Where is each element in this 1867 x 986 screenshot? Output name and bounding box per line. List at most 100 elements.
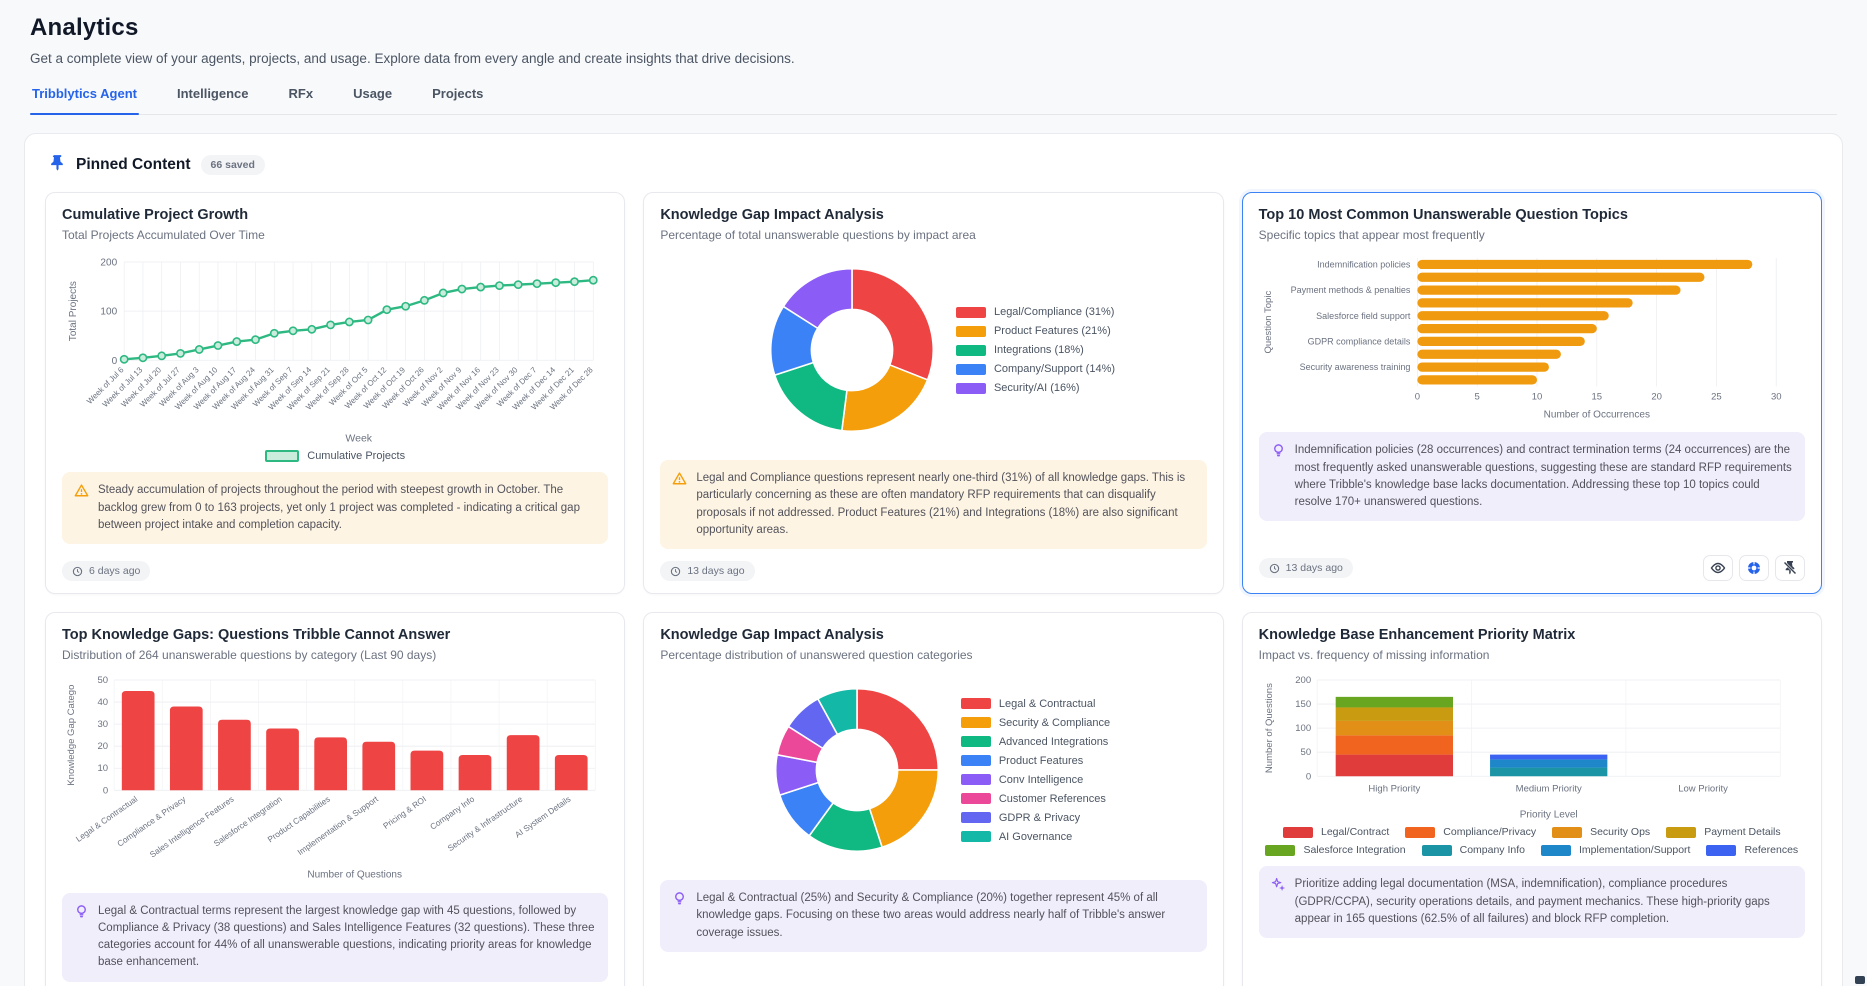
svg-text:100: 100: [1295, 723, 1311, 734]
legend-item: Implementation/Support: [1540, 844, 1690, 856]
card-title: Knowledge Gap Impact Analysis: [660, 207, 884, 223]
card-subtitle: Percentage distribution of unanswered qu…: [660, 648, 973, 662]
card-knowledge-gap-impact-1[interactable]: Knowledge Gap Impact Analysis Percentage…: [643, 192, 1224, 594]
svg-text:Priority Level: Priority Level: [1519, 809, 1577, 820]
svg-text:Number of Questions: Number of Questions: [1264, 683, 1275, 773]
svg-text:Number of Questions: Number of Questions: [307, 870, 402, 881]
card-title: Knowledge Base Enhancement Priority Matr…: [1258, 627, 1576, 643]
insight-annotation: Indemnification policies (28 occurrences…: [1258, 432, 1805, 522]
svg-text:30: 30: [98, 719, 109, 730]
insight-annotation: Steady accumulation of projects througho…: [62, 472, 609, 545]
sparkles-icon: [1271, 877, 1286, 928]
legend-item: Security Ops: [1552, 826, 1650, 838]
line-chart: 0 100 200 Week of Jul 6 Week of Jul 13 Week o…: [62, 250, 608, 448]
legend-item: Company/Support (14%): [955, 363, 1115, 375]
donut-chart: [757, 670, 957, 870]
card-subtitle: Total Projects Accumulated Over Time: [62, 228, 265, 242]
legend-item: Customer References: [960, 793, 1110, 805]
pinned-cards-grid: Cumulative Project Growth Total Projects…: [45, 192, 1822, 986]
tab-bar: Tribblytics Agent Intelligence RFx Usage…: [30, 82, 1837, 115]
card-title: Knowledge Gap Impact Analysis: [660, 627, 884, 643]
legend-item: Advanced Integrations: [960, 736, 1110, 748]
svg-text:200: 200: [100, 258, 117, 269]
tab-usage[interactable]: Usage: [353, 86, 393, 101]
card-subtitle: Impact vs. frequency of missing informat…: [1258, 648, 1490, 662]
legend-item: Cumulative Projects: [265, 450, 405, 463]
tab-tribblytics-agent[interactable]: Tribblytics Agent: [30, 82, 139, 115]
svg-text:GDPR compliance details: GDPR compliance details: [1307, 336, 1410, 346]
svg-text:10: 10: [1531, 391, 1542, 402]
svg-text:40: 40: [98, 697, 109, 708]
svg-text:15: 15: [1591, 391, 1602, 402]
legend-item: Integrations (18%): [955, 344, 1115, 356]
card-title: Top Knowledge Gaps: Questions Tribble Ca…: [62, 627, 451, 643]
pin-icon: [49, 154, 66, 176]
svg-text:20: 20: [1651, 391, 1662, 402]
legend-item: Legal/Compliance (31%): [955, 306, 1115, 318]
insight-annotation: Prioritize adding legal documentation (M…: [1258, 866, 1805, 939]
horizontal-bar-chart: 0 5 10 15 20 25 30 Indemnification policies Paym…: [1259, 250, 1805, 422]
insight-annotation: Legal & Contractual (25%) and Security &…: [660, 880, 1207, 952]
svg-text:0: 0: [1414, 391, 1419, 402]
svg-text:Low Priority: Low Priority: [1678, 783, 1728, 794]
svg-text:0: 0: [103, 785, 108, 796]
timestamp-badge: 6 days ago: [62, 561, 151, 581]
unpin-button[interactable]: [1774, 555, 1805, 581]
svg-text:Indemnification policies: Indemnification policies: [1317, 259, 1411, 269]
timestamp-badge: 13 days ago: [1258, 558, 1353, 578]
legend-item: Company Info: [1421, 844, 1525, 856]
legend-item: Product Features (21%): [955, 325, 1115, 337]
annotation-text: Legal & Contractual (25%) and Security &…: [696, 892, 1166, 939]
view-button[interactable]: [1702, 555, 1733, 581]
card-cumulative-project-growth[interactable]: Cumulative Project Growth Total Projects…: [45, 192, 626, 594]
card-subtitle: Percentage of total unanswerable questio…: [660, 228, 976, 242]
legend-item: Legal & Contractual: [960, 698, 1110, 710]
svg-text:Payment methods & penalties: Payment methods & penalties: [1290, 285, 1410, 295]
tab-intelligence[interactable]: Intelligence: [176, 86, 249, 101]
svg-text:Week: Week: [345, 432, 372, 444]
insights-view-button[interactable]: [1738, 555, 1769, 581]
pinned-content-section: Pinned Content 66 saved Cumulative Proje…: [24, 133, 1843, 986]
legend-item: Legal/Contract: [1282, 826, 1389, 838]
legend-item: AI Governance: [960, 831, 1110, 843]
lightbulb-icon: [74, 904, 89, 972]
svg-text:5: 5: [1474, 391, 1479, 402]
card-top-10-unanswerable-topics[interactable]: Top 10 Most Common Unanswerable Question…: [1241, 192, 1822, 594]
legend-item: References: [1706, 844, 1798, 856]
legend-item: Conv Intelligence: [960, 774, 1110, 786]
svg-text:10: 10: [98, 763, 109, 774]
svg-text:Question Topic: Question Topic: [1263, 291, 1274, 354]
svg-text:Security awareness training: Security awareness training: [1299, 362, 1410, 372]
chart-legend: Legal & Contractual Security & Compliance…: [960, 698, 1110, 843]
svg-text:Sales Intelligence Features: Sales Intelligence Features: [148, 794, 236, 860]
annotation-text: Indemnification policies (28 occurrences…: [1294, 444, 1792, 509]
card-title: Top 10 Most Common Unanswerable Question…: [1258, 207, 1628, 223]
annotation-text: Legal & Contractual terms represent the …: [98, 904, 595, 969]
legend-item: Product Features: [960, 755, 1110, 767]
chart-legend: Cumulative Projects: [62, 450, 608, 463]
stacked-bar-chart: 0 50 100 150 200 High Priority Medium Priority…: [1259, 670, 1805, 822]
legend-item: GDPR & Privacy: [960, 812, 1110, 824]
svg-text:Implementation & Support: Implementation & Support: [295, 793, 380, 857]
donut-chart: [752, 250, 952, 450]
scrollbar-corner[interactable]: [1855, 976, 1865, 984]
svg-text:150: 150: [1295, 699, 1311, 710]
lightbulb-icon: [672, 891, 687, 942]
svg-text:Salesforce field support: Salesforce field support: [1316, 311, 1411, 321]
card-subtitle: Specific topics that appear most frequen…: [1258, 228, 1485, 242]
svg-text:50: 50: [98, 675, 109, 686]
svg-text:High Priority: High Priority: [1368, 783, 1420, 794]
tab-rfx[interactable]: RFx: [288, 86, 314, 101]
legend-item: Payment Details: [1666, 826, 1781, 838]
card-knowledge-gap-impact-2[interactable]: Knowledge Gap Impact Analysis Percentage…: [643, 612, 1224, 986]
annotation-text: Prioritize adding legal documentation (M…: [1294, 878, 1770, 925]
bar-chart: 0 10 20 30 40 50 Legal & Contractual Compliance…: [62, 670, 608, 883]
svg-text:Knowledge Gap Catego: Knowledge Gap Catego: [66, 685, 77, 786]
legend-item: Salesforce Integration: [1265, 844, 1406, 856]
card-priority-matrix[interactable]: Knowledge Base Enhancement Priority Matr…: [1241, 612, 1822, 986]
card-top-knowledge-gaps[interactable]: Top Knowledge Gaps: Questions Tribble Ca…: [45, 612, 626, 986]
svg-text:0: 0: [1306, 771, 1311, 782]
tab-projects[interactable]: Projects: [432, 86, 484, 101]
saved-count-badge: 66 saved: [200, 155, 265, 175]
